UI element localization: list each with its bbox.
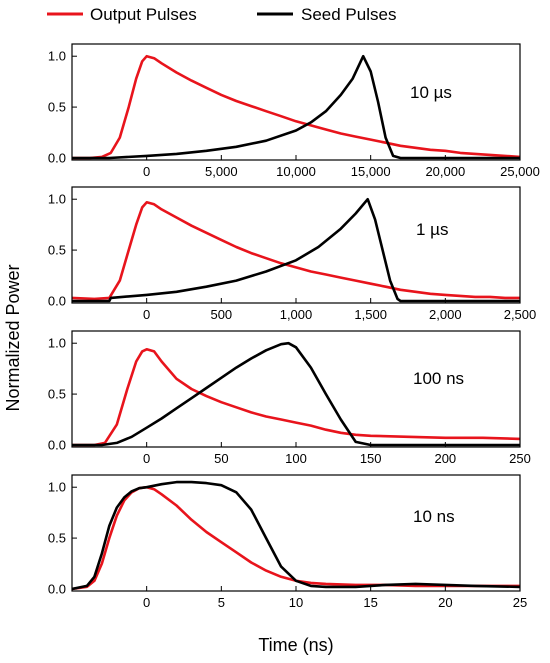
panels: 0 5,000 10,000 15,000 20,000 25,000 0.0 0.5 1.0 1… [48,43,540,610]
panel-3: 0 50 100 150 200 250 0.0 0.5 1.0 100 ns [48,330,531,466]
panel-1-x-tick-label: 5,000 [205,164,238,179]
panel-3-y-tick-label: 0.0 [48,437,66,452]
panel-1-label: 10 µs [410,83,452,102]
panel-3-x-tick-label: 0 [143,451,150,466]
panel-1: 0 5,000 10,000 15,000 20,000 25,000 0.0 0.5 1.0 1… [48,43,540,179]
legend: Output Pulses Seed Pulses [47,5,396,24]
panel-4-x-tick-label: 5 [218,595,225,610]
panel-1-x-tick-label: 25,000 [500,164,540,179]
panel-2-y-tick-label: 1.0 [48,192,66,207]
panel-2-x-tick-label: 1,500 [354,307,387,322]
panel-4-x-tick-label: 15 [363,595,377,610]
panel-1-y-tick-label: 0.5 [48,100,66,115]
panel-3-label: 100 ns [413,369,464,388]
panel-2-output-pulses-line [72,201,520,301]
panel-1-frame [71,43,521,161]
panel-4-x-tick-label: 25 [513,595,527,610]
panel-4-x-tick-label: 0 [143,595,150,610]
panel-2-x-tick-label: 2,000 [429,307,462,322]
panel-3-seed-pulses-line [72,341,520,447]
panel-3-x-tick-label: 200 [434,451,456,466]
panel-1-x-tick-label: 0 [143,164,150,179]
panel-2-seed-pulses-line [72,197,520,303]
x-axis-title: Time (ns) [258,635,333,655]
legend-seed-label: Seed Pulses [301,5,396,24]
panel-4-seed-pulses-line [72,480,520,591]
legend-output-label: Output Pulses [90,5,197,24]
panel-3-output-pulses-line [72,348,520,447]
panel-4-y-tick-label: 0.5 [48,531,66,546]
panel-3-x-tick-label: 50 [214,451,228,466]
panel-1-x-tick-label: 20,000 [425,164,465,179]
panel-4: 0 5 10 15 20 25 0.0 0.5 1.0 10 ns [48,474,527,610]
panel-2-label: 1 µs [416,220,448,239]
panel-2: 0 500 1,000 1,500 2,000 2,500 0.0 0.5 1.0 1 µs [48,186,537,322]
panel-3-y-tick-label: 0.5 [48,387,66,402]
panel-2-x-tick-label: 0 [143,307,150,322]
panel-4-label: 10 ns [413,507,455,526]
panel-2-y-tick-label: 0.5 [48,243,66,258]
panel-3-x-tick-label: 250 [509,451,531,466]
panel-1-output-pulses-line [72,54,520,160]
panel-4-frame [71,474,521,592]
panel-4-x-tick-label: 20 [438,595,452,610]
panel-4-y-tick-label: 0.0 [48,581,66,596]
y-axis-title: Normalized Power [3,264,23,411]
panel-1-y-tick-label: 1.0 [48,49,66,64]
panel-2-x-tick-label: 2,500 [504,307,537,322]
panel-1-y-tick-label: 0.0 [48,150,66,165]
panel-3-y-tick-label: 1.0 [48,336,66,351]
panel-2-y-tick-label: 0.0 [48,293,66,308]
panel-1-x-tick-label: 10,000 [276,164,316,179]
panel-2-x-tick-label: 1,000 [280,307,313,322]
panel-1-x-tick-label: 15,000 [351,164,391,179]
panel-4-y-tick-label: 1.0 [48,480,66,495]
panel-4-output-pulses-line [72,485,520,591]
panel-2-frame [71,186,521,304]
panel-1-seed-pulses-line [72,54,520,160]
panel-3-x-tick-label: 100 [285,451,307,466]
panel-3-x-tick-label: 150 [360,451,382,466]
panel-2-x-tick-label: 500 [210,307,232,322]
panel-4-x-tick-label: 10 [289,595,303,610]
